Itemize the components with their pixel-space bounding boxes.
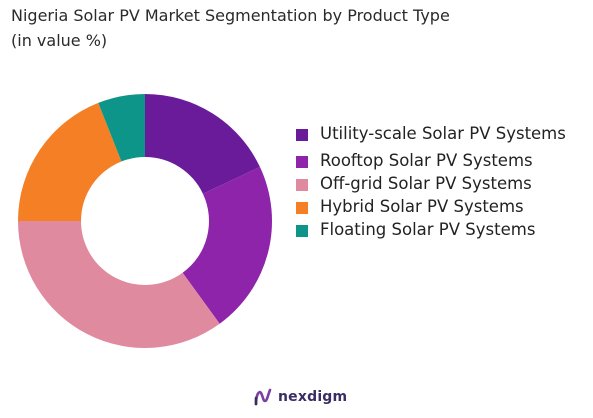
- legend-swatch: [296, 129, 308, 141]
- legend-item-utility-scale: Utility-scale Solar PV Systems: [296, 122, 586, 145]
- brand-footer: nexdigm: [253, 385, 347, 409]
- chart-title-line2: (in value %): [11, 31, 108, 50]
- legend-label: Rooftop Solar PV Systems: [320, 151, 533, 170]
- chart-title-line1: Nigeria Solar PV Market Segmentation by …: [11, 6, 450, 25]
- legend-label: Utility-scale Solar PV Systems: [320, 124, 566, 143]
- legend-item-hybrid: Hybrid Solar PV Systems: [296, 195, 586, 218]
- legend-item-off-grid: Off-grid Solar PV Systems: [296, 172, 586, 195]
- legend-label: Floating Solar PV Systems: [320, 220, 536, 239]
- legend-swatch: [296, 179, 308, 191]
- donut-slice-off-grid-solar-pv-systems: [18, 221, 220, 348]
- chart-title: Nigeria Solar PV Market Segmentation by …: [11, 3, 581, 53]
- donut-slice-utility-scale-solar-pv-systems: [145, 94, 260, 194]
- legend-item-floating: Floating Solar PV Systems: [296, 218, 586, 241]
- legend-swatch: [296, 156, 308, 168]
- legend-item-rooftop: Rooftop Solar PV Systems: [296, 149, 586, 172]
- donut-slice-rooftop-solar-pv-systems: [182, 166, 272, 324]
- donut-slice-hybrid-solar-pv-systems: [18, 102, 122, 221]
- donut-slice-floating-solar-pv-systems: [98, 94, 145, 162]
- legend-label: Off-grid Solar PV Systems: [320, 174, 532, 193]
- chart-legend: Utility-scale Solar PV Systems Rooftop S…: [296, 122, 586, 241]
- brand-name: nexdigm: [278, 389, 348, 405]
- legend-swatch: [296, 225, 308, 237]
- legend-swatch: [296, 202, 308, 214]
- legend-label: Hybrid Solar PV Systems: [320, 197, 524, 216]
- nexdigm-logo-icon: [254, 388, 272, 406]
